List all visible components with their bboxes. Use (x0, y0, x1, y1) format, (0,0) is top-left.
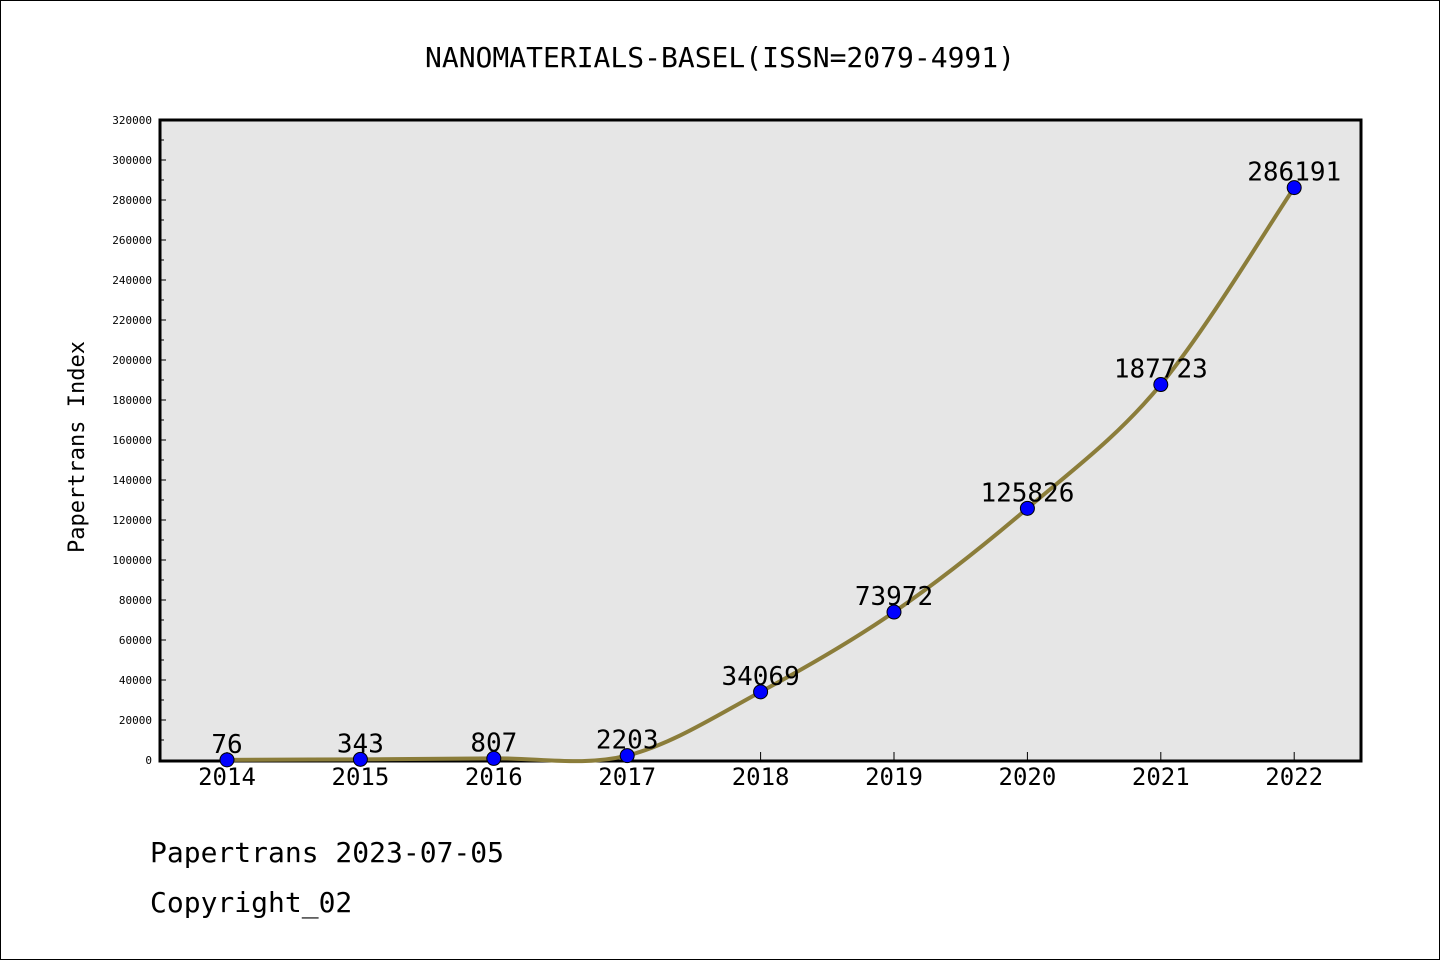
y-tick-label: 120000 (112, 514, 152, 527)
data-point (1286, 180, 1302, 196)
data-point (486, 750, 502, 766)
data-label: 125826 (980, 478, 1074, 508)
data-point (352, 751, 368, 767)
data-point (1153, 377, 1169, 393)
data-point (619, 748, 635, 764)
footer-date: Papertrans 2023-07-05 (150, 836, 505, 869)
data-label: 807 (470, 728, 517, 758)
series-layer: 76 343 807 2203 34069 73972 125826 187723 286191 (211, 158, 1341, 768)
data-point (219, 752, 235, 768)
x-tick-label: 2021 (1132, 763, 1190, 791)
x-tick-label: 2016 (465, 763, 523, 791)
y-tick-label: 0 (145, 754, 152, 767)
x-tick-label: 2018 (732, 763, 790, 791)
footer-copyright: Copyright_02 (150, 886, 353, 919)
data-point (886, 604, 902, 620)
data-label: 76 (211, 730, 242, 760)
y-tick-label: 280000 (112, 194, 152, 207)
series-line (226, 186, 1296, 764)
y-tick-label: 220000 (112, 314, 152, 327)
y-tick-label: 240000 (112, 274, 152, 287)
data-label: 343 (337, 729, 384, 759)
x-tick-label: 2014 (198, 763, 256, 791)
data-point (753, 684, 769, 700)
y-axis: 0 20000 40000 60000 80000 100000 120000 140000 1… (112, 114, 166, 767)
y-tick-label: 40000 (119, 674, 152, 687)
data-label: 187723 (1114, 355, 1208, 385)
y-tick-label: 140000 (112, 474, 152, 487)
y-tick-label: 60000 (119, 634, 152, 647)
x-tick-label: 2022 (1265, 763, 1323, 791)
y-tick-label: 320000 (112, 114, 152, 127)
y-tick-label: 160000 (112, 434, 152, 447)
y-tick-label: 80000 (119, 594, 152, 607)
x-tick-label: 2017 (598, 763, 656, 791)
data-label: 73972 (855, 582, 933, 612)
y-tick-label: 100000 (112, 554, 152, 567)
chart-title: NANOMATERIALS-BASEL(ISSN=2079-4991) (425, 41, 1015, 74)
x-tick-label: 2020 (999, 763, 1057, 791)
y-tick-label: 20000 (119, 714, 152, 727)
y-axis-label: Papertrans Index (65, 341, 90, 553)
data-label: 34069 (721, 662, 799, 692)
data-label: 286191 (1247, 158, 1341, 188)
plot-area (158, 118, 1363, 763)
x-tick-label: 2015 (332, 763, 390, 791)
y-tick-label: 200000 (112, 354, 152, 367)
data-point (1019, 500, 1035, 516)
data-label: 2203 (596, 726, 659, 756)
y-tick-label: 180000 (112, 394, 152, 407)
y-tick-label: 260000 (112, 234, 152, 247)
x-axis: 2014 2015 2016 2017 2018 2019 2020 2021 2022 (198, 752, 1323, 791)
y-tick-label: 300000 (112, 154, 152, 167)
x-tick-label: 2019 (865, 763, 923, 791)
